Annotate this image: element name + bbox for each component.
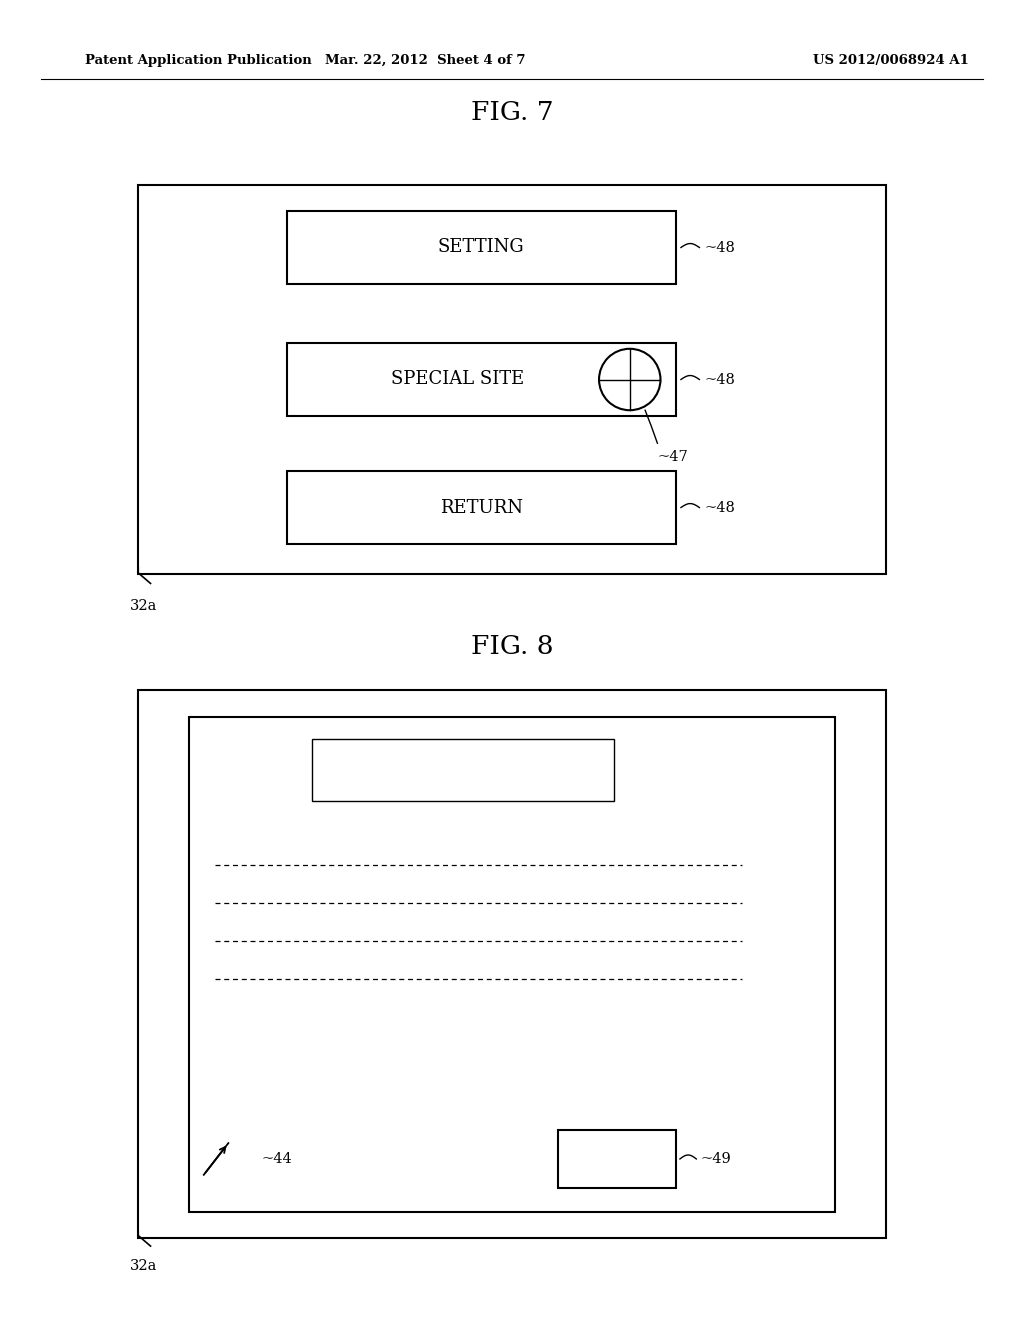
Bar [287, 211, 676, 284]
Bar [138, 185, 886, 574]
Text: ~44: ~44 [261, 1152, 292, 1166]
Text: RETURN: RETURN [439, 499, 523, 516]
Ellipse shape [599, 348, 660, 411]
Text: Patent Application Publication: Patent Application Publication [85, 54, 311, 67]
Text: ~48: ~48 [705, 500, 735, 515]
Text: ~48: ~48 [705, 372, 735, 387]
Bar [287, 343, 676, 416]
Text: SETTING: SETTING [438, 239, 524, 256]
Bar [558, 1130, 676, 1188]
Text: SPECIAL SITE: SPECIAL SITE [391, 371, 524, 388]
Text: FIG. 8: FIG. 8 [471, 635, 553, 659]
Bar [189, 717, 835, 1212]
Bar [287, 471, 676, 544]
Bar [138, 690, 886, 1238]
Text: US 2012/0068924 A1: US 2012/0068924 A1 [813, 54, 969, 67]
Text: ~48: ~48 [705, 240, 735, 255]
Text: 32a: 32a [130, 599, 157, 614]
Text: 32a: 32a [130, 1259, 157, 1274]
Text: Mar. 22, 2012  Sheet 4 of 7: Mar. 22, 2012 Sheet 4 of 7 [325, 54, 525, 67]
Text: X SPECIAL SITE: X SPECIAL SITE [395, 762, 531, 779]
Text: NEXT: NEXT [592, 1151, 642, 1167]
Text: ~49: ~49 [700, 1152, 731, 1166]
Text: ~47: ~47 [657, 450, 688, 463]
Bar [312, 739, 614, 801]
Text: FIG. 7: FIG. 7 [471, 100, 553, 124]
